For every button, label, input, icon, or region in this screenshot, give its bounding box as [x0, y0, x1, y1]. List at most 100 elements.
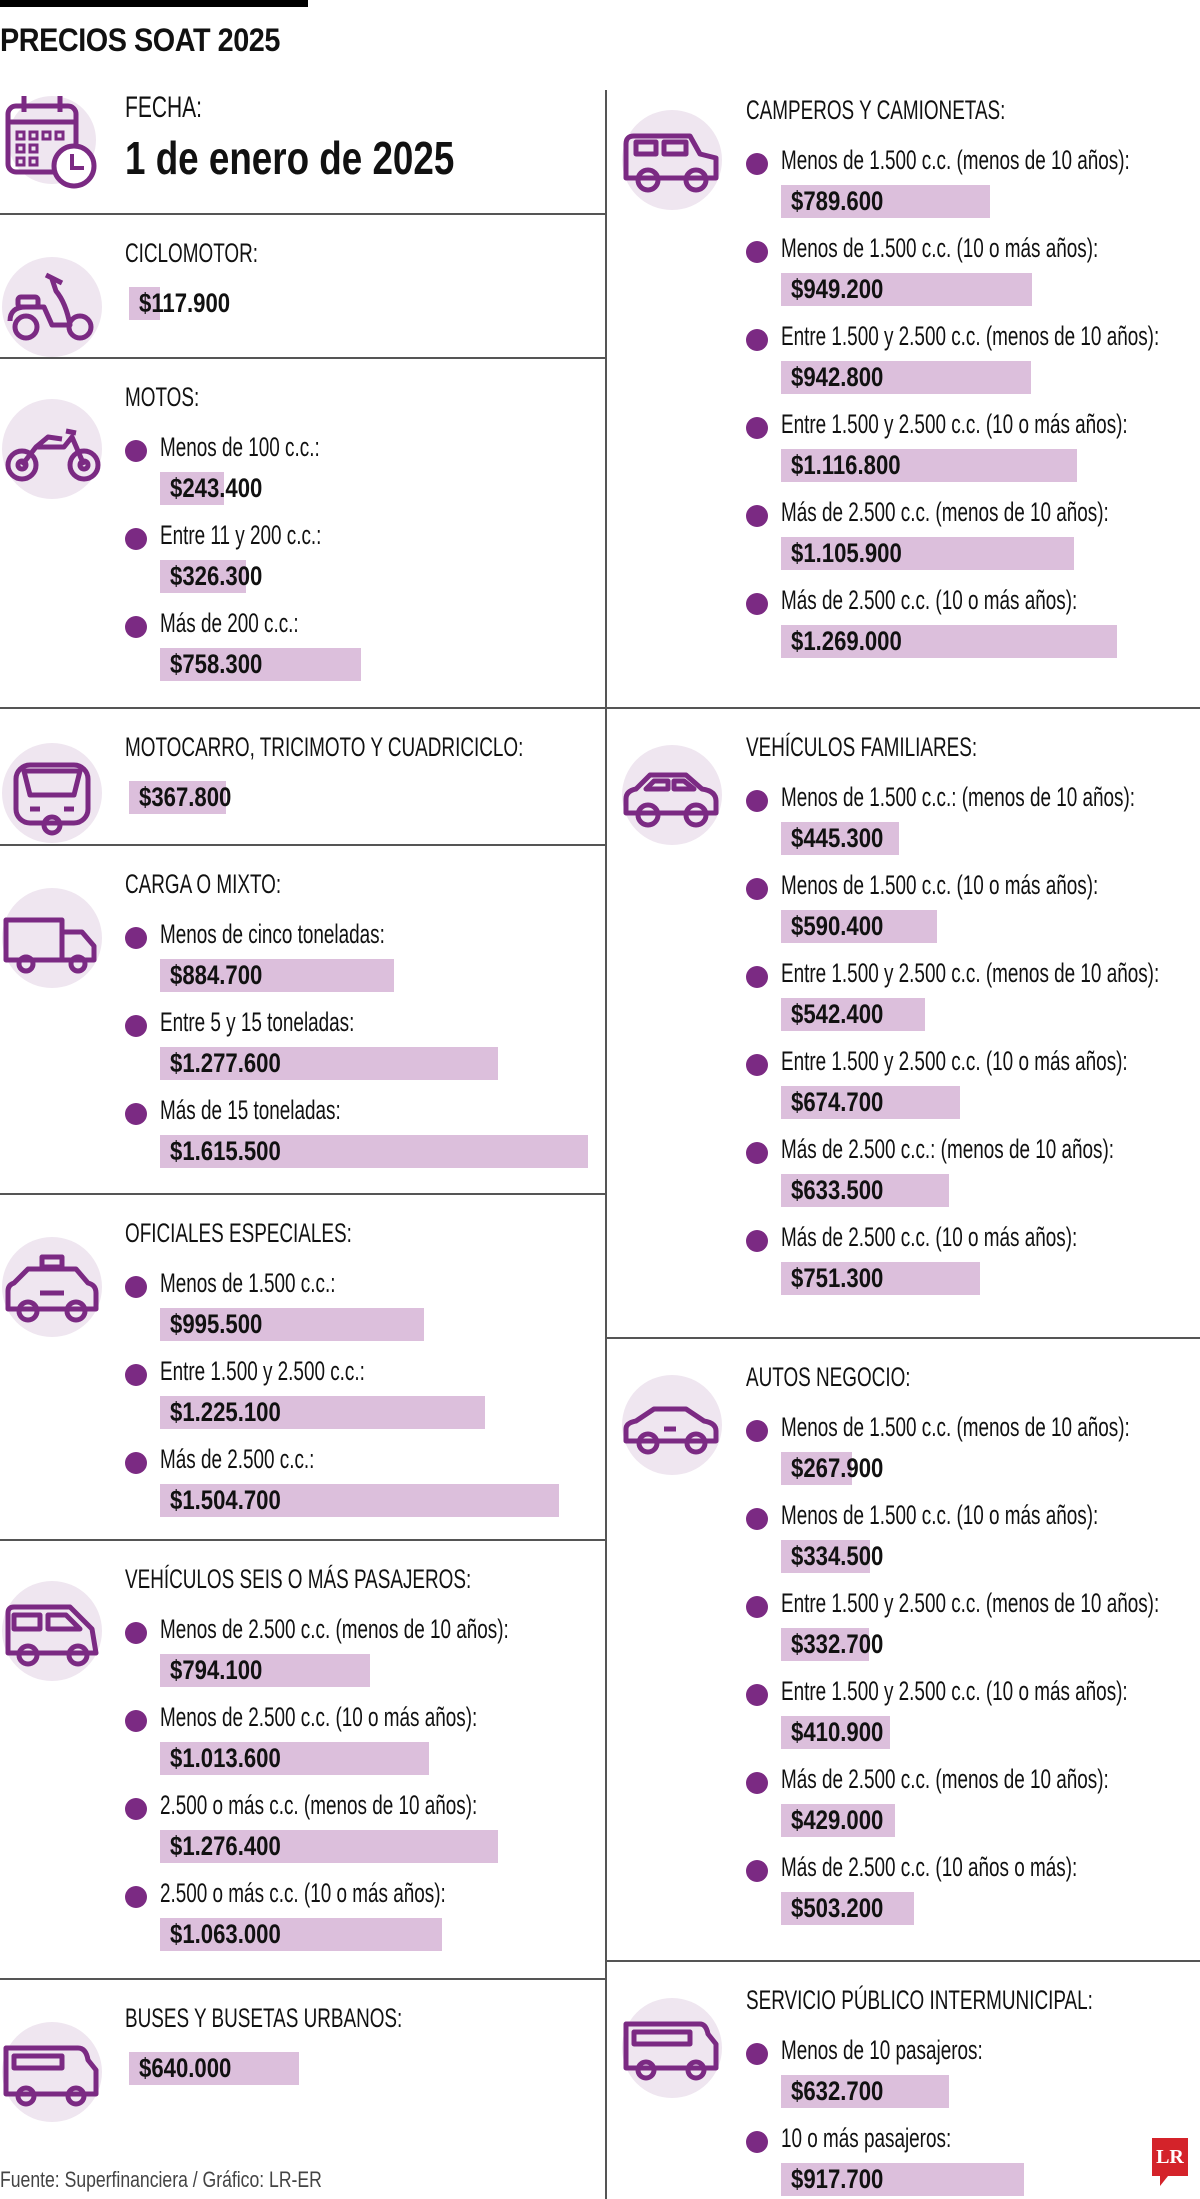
price-value: $429.000 — [791, 1805, 884, 1835]
bus-icon — [2, 2022, 102, 2122]
car-icon — [622, 745, 722, 845]
bullet-icon — [125, 1886, 147, 1908]
bullet-icon — [125, 1622, 147, 1644]
price-value: $942.800 — [791, 362, 884, 392]
price-item: Menos de 2.500 c.c. (menos de 10 años): $… — [125, 1599, 595, 1687]
van-icon — [2, 1581, 102, 1681]
section-divider — [0, 1193, 605, 1195]
section-header: OFICIALES ESPECIALES: — [125, 1218, 352, 1248]
jeep-icon — [622, 110, 722, 210]
price-item: Menos de 1.500 c.c. (menos de 10 años): $… — [746, 130, 1196, 218]
item-label: Menos de 1.500 c.c. (menos de 10 años): — [781, 145, 1130, 175]
price-item: 2.500 o más c.c. (10 o más años): $1.063.… — [125, 1863, 595, 1951]
bullet-icon — [125, 616, 147, 638]
column-divider — [605, 90, 607, 2199]
price-bar: $117.900 — [129, 287, 230, 320]
item-label: Entre 1.500 y 2.500 c.c. (10 o más años)… — [781, 1676, 1128, 1706]
item-label: Entre 1.500 y 2.500 c.c. (10 o más años)… — [781, 1046, 1128, 1076]
price-item: Menos de 10 pasajeros: $632.700 — [746, 2020, 1196, 2108]
item-label: Entre 5 y 15 toneladas: — [160, 1007, 355, 1037]
item-label: Más de 2.500 c.c. (10 o más años): — [781, 585, 1078, 615]
price-bar: $590.400 — [781, 910, 937, 943]
item-label: Entre 1.500 y 2.500 c.c. (menos de 10 añ… — [781, 1588, 1160, 1618]
bullet-icon — [125, 1364, 147, 1386]
price-value: $1.063.000 — [170, 1919, 281, 1949]
item-label: Menos de 100 c.c.: — [160, 432, 320, 462]
price-value: $633.500 — [791, 1175, 884, 1205]
price-item: $367.800 — [125, 767, 595, 814]
price-item: Entre 1.500 y 2.500 c.c. (menos de 10 añ… — [746, 1573, 1196, 1661]
price-bar: $917.700 — [781, 2163, 1024, 2196]
price-value: $542.400 — [791, 999, 884, 1029]
date-label: FECHA: — [125, 91, 203, 124]
section-header: SERVICIO PÚBLICO INTERMUNICIPAL: — [746, 1985, 1093, 2015]
bullet-icon — [746, 1684, 768, 1706]
price-value: $267.900 — [791, 1453, 884, 1483]
bullet-icon — [746, 593, 768, 615]
item-label: 2.500 o más c.c. (10 o más años): — [160, 1878, 446, 1908]
scooter-icon — [2, 257, 102, 357]
item-label: Menos de 2.500 c.c. (10 o más años): — [160, 1702, 478, 1732]
item-label: Más de 2.500 c.c. (10 o más años): — [781, 1222, 1078, 1252]
price-bar: $1.225.100 — [160, 1396, 485, 1429]
price-value: $789.600 — [791, 186, 884, 216]
price-bar: $1.105.900 — [781, 537, 1074, 570]
price-value: $1.116.800 — [791, 450, 901, 480]
bullet-icon — [746, 241, 768, 263]
section-header: VEHÍCULOS FAMILIARES: — [746, 732, 978, 762]
price-bar: $542.400 — [781, 998, 925, 1031]
bullet-icon — [746, 966, 768, 988]
price-item: 2.500 o más c.c. (menos de 10 años): $1.2… — [125, 1775, 595, 1863]
price-bar: $367.800 — [129, 781, 231, 814]
bullet-icon — [746, 1772, 768, 1794]
section-divider — [0, 213, 605, 215]
price-value: $758.300 — [170, 649, 263, 679]
item-label: Más de 15 toneladas: — [160, 1095, 341, 1125]
price-bar: $445.300 — [781, 822, 899, 855]
price-bar: $1.063.000 — [160, 1918, 442, 1951]
item-label: Menos de 1.500 c.c.: (menos de 10 años): — [781, 782, 1136, 812]
price-value: $794.100 — [170, 1655, 263, 1685]
calendar-clock-icon — [5, 96, 97, 189]
motocarro-icon — [2, 743, 102, 843]
price-value: $632.700 — [791, 2076, 884, 2106]
price-item: Más de 15 toneladas: $1.615.500 — [125, 1080, 595, 1168]
bullet-icon — [125, 927, 147, 949]
price-bar: $949.200 — [781, 273, 1032, 306]
title-rule — [0, 0, 308, 7]
price-item: 10 o más pasajeros: $917.700 — [746, 2108, 1196, 2196]
price-item: Más de 2.500 c.c. (menos de 10 años): $1.… — [746, 482, 1196, 570]
section-header: MOTOCARRO, TRICIMOTO Y CUADRICICLO: — [125, 732, 524, 762]
bullet-icon — [746, 878, 768, 900]
price-value: $410.900 — [791, 1717, 884, 1747]
price-value: $367.800 — [139, 782, 232, 812]
source-footer: Fuente: Superfinanciera / Gráfico: LR-ER — [0, 2167, 322, 2192]
section-divider — [0, 357, 605, 359]
section-divider — [0, 1978, 605, 1980]
bullet-icon — [746, 1508, 768, 1530]
bullet-icon — [125, 1452, 147, 1474]
price-bar: $1.277.600 — [160, 1047, 498, 1080]
price-item: Entre 1.500 y 2.500 c.c. (10 o más años)… — [746, 1031, 1196, 1119]
bullet-icon — [746, 1860, 768, 1882]
price-bar: $1.504.700 — [160, 1484, 559, 1517]
price-value: $332.700 — [791, 1629, 884, 1659]
section-divider — [0, 1539, 605, 1541]
price-bar: $632.700 — [781, 2075, 949, 2108]
section-divider — [0, 844, 605, 846]
price-bar: $332.700 — [781, 1628, 883, 1661]
item-label: Menos de 1.500 c.c.: — [160, 1268, 336, 1298]
price-value: $917.700 — [791, 2164, 884, 2194]
price-value: $334.500 — [791, 1541, 884, 1571]
price-bar: $1.276.400 — [160, 1830, 498, 1863]
price-value: $590.400 — [791, 911, 884, 941]
price-item: Menos de cinco toneladas: $884.700 — [125, 904, 595, 992]
section-header: BUSES Y BUSETAS URBANOS: — [125, 2003, 403, 2033]
lr-logo: LR — [1152, 2138, 1188, 2186]
price-value: $326.300 — [170, 561, 263, 591]
item-label: Entre 1.500 y 2.500 c.c.: — [160, 1356, 365, 1386]
price-value: $1.277.600 — [170, 1048, 281, 1078]
item-label: Entre 1.500 y 2.500 c.c. (10 o más años)… — [781, 409, 1128, 439]
item-label: Menos de 2.500 c.c. (menos de 10 años): — [160, 1614, 509, 1644]
bullet-icon — [125, 528, 147, 550]
